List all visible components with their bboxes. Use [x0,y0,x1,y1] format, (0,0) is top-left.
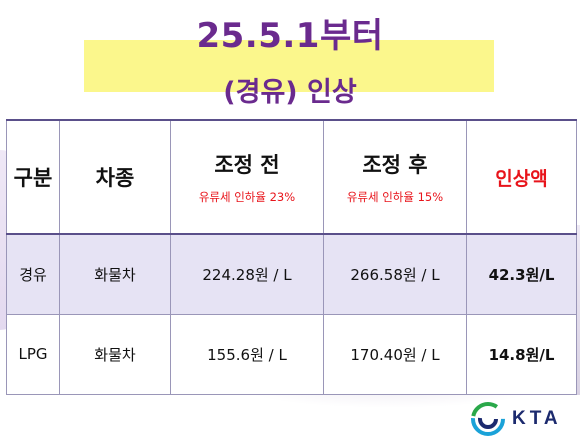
page-title: 25.5.1부터 [196,16,384,56]
header-category: 구분 [6,119,60,235]
fuel-tax-table: 구분 차종 조정 전 유류세 인하율 23% 조정 후 유류세 인하율 15% … [6,119,577,395]
title-highlight [84,40,494,92]
header-before-label: 조정 전 [214,153,280,177]
header-increase-label: 인상액 [495,167,548,190]
header-vehicle: 차종 [59,119,171,235]
header-after-label: 조정 후 [362,153,428,177]
cell-fuel: 경유 [6,233,60,315]
header-after-note: 유류세 인하율 15% [346,190,444,204]
cell-vehicle: 화물차 [59,233,171,315]
table-header-row: 구분 차종 조정 전 유류세 인하율 23% 조정 후 유류세 인하율 15% … [6,119,577,235]
kta-logo-text: KTA [512,408,562,429]
header-vehicle-label: 차종 [95,166,135,190]
header-before-note: 유류세 인하율 23% [198,190,296,204]
cell-after: 170.40원 / L [323,313,467,395]
cell-fuel: LPG [6,313,60,395]
cell-increase: 14.8원/L [466,313,577,395]
header-category-label: 구분 [13,166,53,190]
table-row: LPG 화물차 155.6원 / L 170.40원 / L 14.8원/L [6,313,577,395]
header-after: 조정 후 유류세 인하율 15% [323,119,467,235]
table-row: 경유 화물차 224.28원 / L 266.58원 / L 42.3원/L [6,233,577,315]
header-increase: 인상액 [466,119,577,235]
header-before: 조정 전 유류세 인하율 23% [170,119,324,235]
cell-increase: 42.3원/L [466,233,577,315]
cell-before: 155.6원 / L [170,313,324,395]
cell-before: 224.28원 / L [170,233,324,315]
cell-vehicle: 화물차 [59,313,171,395]
kta-logo: KTA [470,402,575,436]
kta-emblem-icon [471,402,505,436]
cell-after: 266.58원 / L [323,233,467,315]
page-subtitle: (경유) 인상 [223,77,357,108]
